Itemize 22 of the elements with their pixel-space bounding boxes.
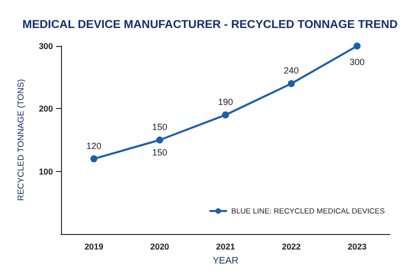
x-axis-title: YEAR bbox=[212, 256, 239, 266]
data-label: 300 bbox=[350, 57, 365, 67]
y-tick-label: 100 bbox=[38, 166, 54, 176]
data-label: 240 bbox=[284, 66, 299, 76]
data-label: 120 bbox=[86, 140, 102, 151]
y-tick-label: 200 bbox=[38, 104, 54, 114]
x-tick-label: 2019 bbox=[84, 242, 104, 252]
point bbox=[354, 42, 361, 50]
point bbox=[90, 155, 98, 162]
point bbox=[156, 136, 164, 144]
x-tick-label: 2020 bbox=[150, 242, 170, 252]
x-tick-label: 2022 bbox=[282, 242, 302, 252]
point bbox=[288, 80, 295, 88]
point bbox=[222, 111, 229, 118]
data-label: 150 bbox=[152, 148, 168, 158]
data-label: 190 bbox=[218, 96, 234, 107]
annotation: 150 bbox=[152, 122, 168, 132]
x-tick-label: 2023 bbox=[348, 242, 367, 252]
chart-title: MEDICAL DEVICE MANUFACTURER - RECYCLED TONNAGE TREND bbox=[22, 19, 398, 31]
y-tick-label: 300 bbox=[38, 41, 54, 51]
x-tick-label: 2021 bbox=[216, 242, 236, 252]
y-axis-title: RECYCLED TONNAGE (TONS) bbox=[16, 78, 26, 201]
